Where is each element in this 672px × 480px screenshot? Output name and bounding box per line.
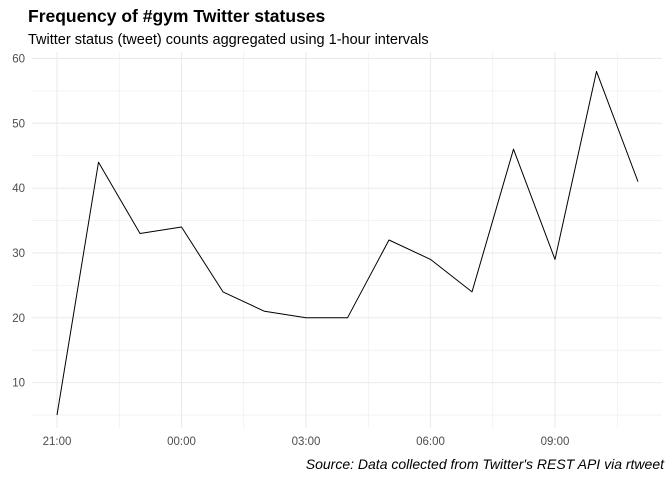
x-tick-label: 06:00 (416, 436, 445, 448)
series-line (56, 70, 639, 416)
y-tick-label: 60 (12, 53, 25, 65)
chart-caption: Source: Data collected from Twitter's RE… (305, 456, 664, 472)
major-gridlines (32, 52, 662, 428)
y-tick-labels: 10 20 30 40 50 60 (12, 53, 25, 389)
y-tick-label: 40 (12, 183, 25, 195)
y-tick-label: 50 (12, 118, 25, 130)
y-tick-label: 10 (12, 378, 25, 390)
y-tick-label: 30 (12, 248, 25, 260)
x-tick-labels: 21:00 00:00 03:00 06:00 09:00 (43, 436, 570, 448)
y-tick-label: 20 (12, 313, 25, 325)
x-tick-label: 03:00 (292, 436, 321, 448)
series-group (56, 70, 639, 416)
x-tick-label: 21:00 (43, 436, 72, 448)
minor-gridlines (32, 52, 662, 428)
chart-subtitle: Twitter status (tweet) counts aggregated… (28, 32, 429, 48)
x-tick-label: 09:00 (541, 436, 570, 448)
chart-title: Frequency of #gym Twitter statuses (28, 6, 326, 26)
x-tick-label: 00:00 (167, 436, 196, 448)
